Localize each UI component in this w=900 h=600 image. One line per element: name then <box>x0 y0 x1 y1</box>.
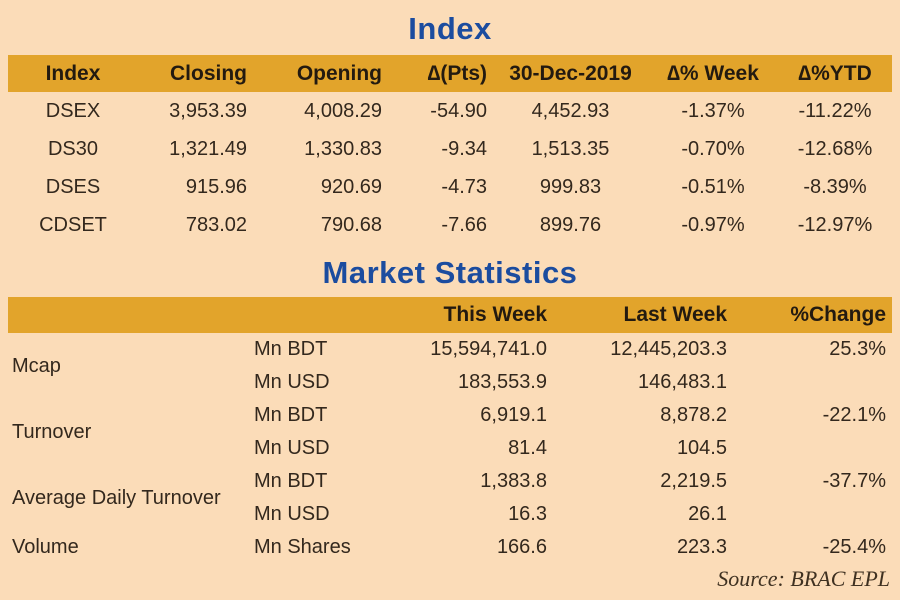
unit-cell: Mn BDT <box>254 404 328 426</box>
category-label-turnover: Turnover <box>12 420 92 443</box>
index-row-dses: DSES 915.96 920.69 -4.73 999.83 -0.51% -… <box>8 168 892 206</box>
index-header-change-pts: ∆(Pts) <box>388 55 493 92</box>
pct-change-cell <box>733 366 892 399</box>
stats-row-mcap-usd: Mn USD 183,553.9 146,483.1 <box>8 366 892 399</box>
last-week-cell: 223.3 <box>676 536 727 558</box>
index-row-ds30: DS30 1,321.49 1,330.83 -9.34 1,513.35 -0… <box>8 130 892 168</box>
this-week-cell: 81.4 <box>508 437 547 459</box>
unit-cell: Mn Shares <box>254 536 351 558</box>
index-header-date: 30-Dec-2019 <box>493 55 648 92</box>
index-name-cell: CDSET <box>39 213 107 236</box>
index-name-cell: DSEX <box>45 99 101 122</box>
category-label-volume: Volume <box>12 536 79 558</box>
stats-header-unit-spacer <box>248 297 398 333</box>
index-row-dsex: DSEX 3,953.39 4,008.29 -54.90 4,452.93 -… <box>8 92 892 130</box>
pct-change-cell <box>733 498 892 531</box>
ytd-pct-cell: -11.22% <box>798 99 872 122</box>
closing-cell: 1,321.49 <box>169 137 247 160</box>
this-week-cell: 166.6 <box>496 536 547 558</box>
change-pts-cell: -4.73 <box>441 175 487 198</box>
index-name-cell: DSES <box>45 175 101 198</box>
pct-change-cell: -37.7% <box>822 470 886 492</box>
ytd-pct-cell: -8.39% <box>803 175 867 198</box>
index-row-cdset: CDSET 783.02 790.68 -7.66 899.76 -0.97% … <box>8 206 892 244</box>
last-week-cell: 2,219.5 <box>660 470 727 492</box>
last-week-cell: 104.5 <box>676 437 727 459</box>
last-week-cell: 146,483.1 <box>638 371 727 393</box>
date-value-cell: 999.83 <box>539 175 602 198</box>
pct-change-cell: 25.3% <box>829 338 886 360</box>
pct-change-cell <box>733 432 892 465</box>
change-pts-cell: -9.34 <box>441 137 487 160</box>
stats-header-this-week: This Week <box>398 297 553 333</box>
stats-table-title: Market Statistics <box>322 255 578 290</box>
date-value-cell: 1,513.35 <box>531 137 610 160</box>
opening-cell: 790.68 <box>320 213 382 236</box>
week-pct-cell: -1.37% <box>681 99 745 122</box>
date-value-cell: 899.76 <box>539 213 602 236</box>
unit-cell: Mn BDT <box>254 338 328 360</box>
ytd-pct-cell: -12.97% <box>797 213 873 236</box>
pct-change-cell: -22.1% <box>822 404 886 426</box>
last-week-cell: 8,878.2 <box>660 404 727 426</box>
stats-header-category-spacer <box>8 297 248 333</box>
closing-cell: 915.96 <box>185 175 247 198</box>
week-pct-cell: -0.51% <box>681 175 745 198</box>
unit-cell: Mn USD <box>254 371 330 393</box>
stats-row-turnover-usd: Mn USD 81.4 104.5 <box>8 432 892 465</box>
stats-table-header-row: This Week Last Week %Change <box>8 297 892 333</box>
change-pts-cell: -54.90 <box>430 99 487 122</box>
stats-header-pct-change: %Change <box>733 297 892 333</box>
source-attribution: Source: BRAC EPL <box>717 566 890 591</box>
change-pts-cell: -7.66 <box>441 213 487 236</box>
stats-row-turnover-bdt: Turnover Mn BDT 6,919.1 8,878.2 -22.1% <box>8 399 892 443</box>
week-pct-cell: -0.97% <box>681 213 745 236</box>
index-header-name: Index <box>8 55 138 92</box>
week-pct-cell: -0.70% <box>681 137 745 160</box>
index-table: Index Closing Opening ∆(Pts) 30-Dec-2019… <box>8 55 892 244</box>
opening-cell: 1,330.83 <box>304 137 382 160</box>
unit-cell: Mn BDT <box>254 470 328 492</box>
market-statistics-table: This Week Last Week %Change Mcap Mn BDT … <box>8 297 892 564</box>
stats-header-last-week: Last Week <box>553 297 733 333</box>
this-week-cell: 1,383.8 <box>480 470 547 492</box>
opening-cell: 920.69 <box>320 175 382 198</box>
closing-cell: 783.02 <box>185 213 247 236</box>
index-header-week-pct: ∆% Week <box>648 55 778 92</box>
unit-cell: Mn USD <box>254 503 330 525</box>
last-week-cell: 26.1 <box>688 503 727 525</box>
unit-cell: Mn USD <box>254 437 330 459</box>
index-header-closing: Closing <box>138 55 253 92</box>
this-week-cell: 15,594,741.0 <box>430 338 547 360</box>
pct-change-cell: -25.4% <box>822 536 886 558</box>
index-name-cell: DS30 <box>47 137 99 160</box>
category-label-avg-daily-turnover: Average Daily Turnover <box>12 486 221 509</box>
category-label-mcap: Mcap <box>12 354 61 377</box>
index-header-opening: Opening <box>253 55 388 92</box>
index-header-ytd-pct: ∆%YTD <box>778 55 892 92</box>
index-table-header-row: Index Closing Opening ∆(Pts) 30-Dec-2019… <box>8 55 892 92</box>
this-week-cell: 16.3 <box>508 503 547 525</box>
stats-row-adt-bdt: Average Daily Turnover Mn BDT 1,383.8 2,… <box>8 465 892 509</box>
index-table-title: Index <box>408 11 492 46</box>
stats-row-volume: Volume Mn Shares 166.6 223.3 -25.4% <box>8 531 892 564</box>
date-value-cell: 4,452.93 <box>531 99 610 122</box>
ytd-pct-cell: -12.68% <box>797 137 873 160</box>
this-week-cell: 183,553.9 <box>458 371 547 393</box>
this-week-cell: 6,919.1 <box>480 404 547 426</box>
last-week-cell: 12,445,203.3 <box>610 338 727 360</box>
opening-cell: 4,008.29 <box>304 99 382 122</box>
closing-cell: 3,953.39 <box>169 99 247 122</box>
stats-row-adt-usd: Mn USD 16.3 26.1 <box>8 498 892 531</box>
stats-row-mcap-bdt: Mcap Mn BDT 15,594,741.0 12,445,203.3 25… <box>8 333 892 377</box>
